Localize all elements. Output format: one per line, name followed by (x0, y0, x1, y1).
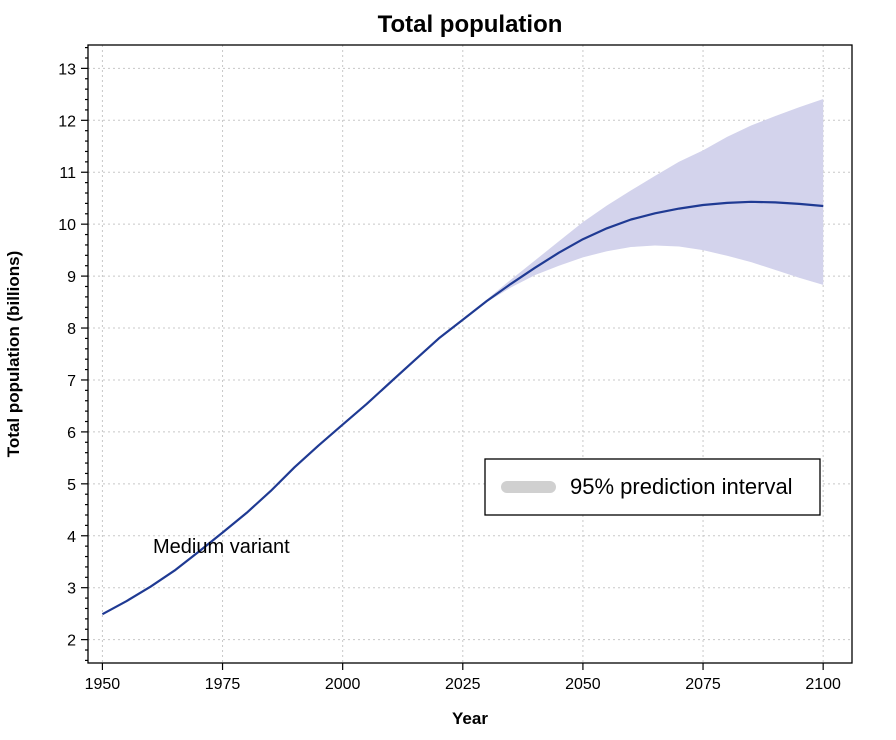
y-tick-label: 4 (67, 529, 76, 546)
prediction-interval-band (462, 99, 824, 320)
prediction-interval-band-layer (462, 99, 824, 320)
y-tick-label: 5 (67, 477, 76, 494)
y-axis-title: Total population (billions) (4, 251, 23, 457)
medium-variant-line (101, 200, 824, 616)
series-line-layer (101, 200, 824, 616)
y-axis: 2 3 4 5 6 7 8 9 10 11 12 13 (58, 46, 88, 662)
x-tick-label: 2075 (685, 676, 721, 693)
medium-variant-annotation: Medium variant (153, 536, 290, 558)
y-tick-label: 9 (67, 269, 76, 286)
y-tick-label: 10 (58, 217, 76, 234)
x-axis: 1950 1975 2000 2025 2050 2075 2100 (85, 663, 841, 693)
y-tick-label: 8 (67, 321, 76, 338)
plot-frame (87, 44, 853, 664)
x-tick-label: 1950 (85, 676, 121, 693)
chart-title: Total population (378, 11, 563, 38)
x-axis-title: Year (452, 709, 488, 728)
y-tick-label: 11 (59, 165, 76, 182)
x-tick-label: 2050 (565, 676, 601, 693)
x-tick-label: 2100 (805, 676, 841, 693)
y-tick-label: 13 (58, 61, 76, 78)
legend: 95% prediction interval (484, 458, 821, 516)
y-tick-label: 7 (67, 373, 76, 390)
x-tick-label: 2000 (325, 676, 361, 693)
grid (88, 45, 852, 663)
y-tick-label: 2 (67, 633, 76, 650)
x-tick-label: 2025 (445, 676, 481, 693)
legend-box (484, 458, 821, 516)
y-tick-label: 12 (58, 113, 76, 130)
y-tick-label: 3 (67, 581, 76, 598)
legend-label: 95% prediction interval (570, 474, 793, 499)
x-tick-label: 1975 (205, 676, 241, 693)
y-tick-label: 6 (67, 425, 76, 442)
